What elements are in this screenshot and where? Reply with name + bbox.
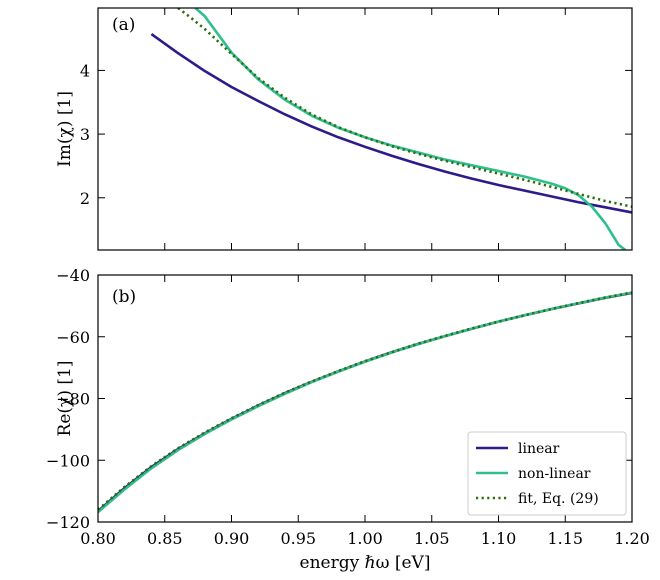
legend-label: non-linear xyxy=(518,466,591,482)
x-tick-label: 1.10 xyxy=(481,529,517,548)
x-tick-label: 0.90 xyxy=(214,529,250,548)
y-tick-label: −80 xyxy=(56,390,90,409)
series-group xyxy=(98,291,632,514)
x-tick-label: 1.15 xyxy=(547,529,583,548)
panel-b: 0.80 0.85 0.90 0.95 1.00 1.05 1.10 1.15 1.20 −120… xyxy=(46,266,650,573)
x-tick-label: 0.95 xyxy=(280,529,316,548)
series-line-linear xyxy=(150,33,632,214)
legend-box xyxy=(467,431,627,516)
y-tick-label: −120 xyxy=(46,513,90,532)
y-tick-label: −100 xyxy=(46,451,90,470)
panel-a: 2 3 4 Im(χ) [1] (a) xyxy=(55,7,633,251)
series-line-fit-eq xyxy=(177,8,632,208)
legend-label: fit, Eq. (29) xyxy=(518,491,599,507)
series-group xyxy=(150,8,632,250)
x-tick-label: 1.05 xyxy=(414,529,450,548)
x-tick-label: 0.85 xyxy=(147,529,183,548)
x-tick-label: 1.00 xyxy=(347,529,383,548)
x-axis-label: energy ℏω [eV] xyxy=(300,553,431,573)
series-line-non-linear xyxy=(98,291,632,514)
y-tick-label: −40 xyxy=(56,266,90,285)
plot-frame xyxy=(97,7,633,251)
panel-label: (b) xyxy=(112,287,136,307)
x-tick-label: 1.20 xyxy=(614,529,650,548)
series-line-non-linear xyxy=(194,8,627,250)
y-tick-label: 3 xyxy=(80,125,90,144)
y-tick-label: 2 xyxy=(80,189,90,208)
legend-label: linear xyxy=(518,441,560,457)
panel-label: (a) xyxy=(112,15,135,35)
y-axis-label: Im(χ) [1] xyxy=(55,91,75,167)
y-tick-label: −60 xyxy=(56,328,90,347)
x-tick-label: 0.80 xyxy=(80,529,116,548)
legend: linear non-linear fit, Eq. (29) xyxy=(467,431,627,516)
y-tick-label: 4 xyxy=(80,61,90,80)
y-axis-label: Re(χ) [1] xyxy=(55,361,75,437)
